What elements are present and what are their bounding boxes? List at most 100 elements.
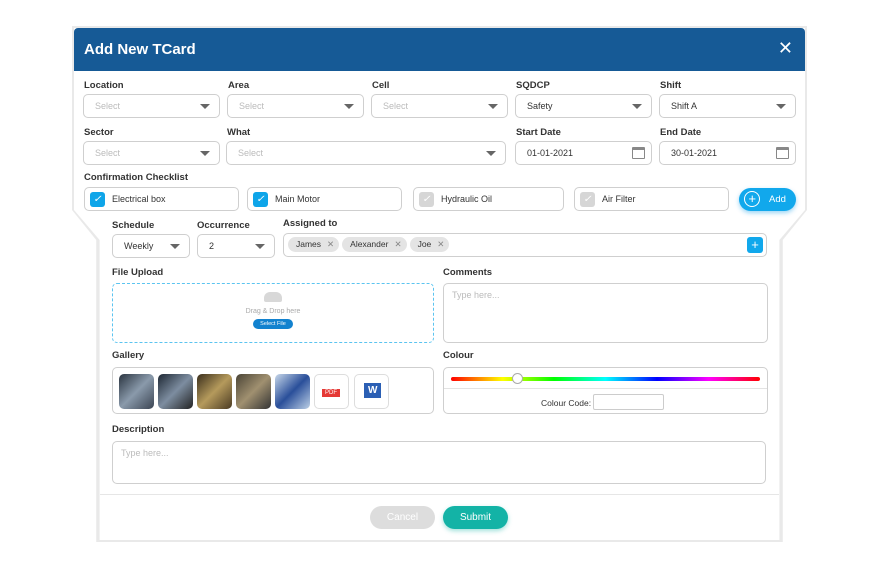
area-label: Area (228, 80, 250, 91)
chevron-down-icon (200, 104, 210, 109)
cell-placeholder: Select (383, 101, 409, 111)
sqdcp-label: SQDCP (516, 80, 550, 91)
gallery-image[interactable] (236, 374, 271, 409)
area-placeholder: Select (239, 101, 265, 111)
shift-value: Shift A (671, 101, 698, 111)
add-label: Add (769, 194, 786, 205)
assignee-name: Alexander (350, 239, 389, 249)
schedule-value: Weekly (124, 241, 154, 251)
assigned-label: Assigned to (283, 218, 338, 229)
colour-label: Colour (443, 350, 474, 361)
location-select[interactable]: Select (83, 94, 220, 118)
sector-select[interactable]: Select (83, 141, 220, 165)
start-date-value: 01-01-2021 (527, 148, 574, 158)
checklist-item[interactable]: ✓ Hydraulic Oil (413, 187, 564, 211)
checklist-label: Confirmation Checklist (84, 172, 188, 183)
gallery-image[interactable] (197, 374, 232, 409)
cloud-upload-icon (264, 292, 282, 302)
area-select[interactable]: Select (227, 94, 364, 118)
gallery-image[interactable] (158, 374, 193, 409)
chevron-down-icon (255, 244, 265, 249)
file-dropzone[interactable]: Drag & Drop here Select File (112, 283, 434, 343)
chevron-down-icon (170, 244, 180, 249)
add-assignee-icon[interactable]: + (747, 237, 763, 253)
colour-slider[interactable] (451, 377, 760, 381)
colour-code-label: Colour Code: (541, 398, 592, 408)
comments-label: Comments (443, 267, 493, 278)
dropzone-hint: Drag & Drop here (245, 308, 301, 315)
occurrence-value: 2 (209, 241, 215, 251)
what-select[interactable]: Select (226, 141, 506, 165)
checklist-item[interactable]: ✓ Air Filter (574, 187, 729, 211)
description-label: Description (112, 424, 165, 435)
gallery-label: Gallery (112, 350, 145, 361)
description-placeholder: Type here... (121, 448, 169, 458)
pdf-file-icon[interactable]: PDF (314, 374, 349, 409)
colour-picker: Colour Code: (443, 367, 768, 414)
modal-title: Add New TCard (84, 41, 196, 58)
location-placeholder: Select (95, 101, 121, 111)
divider (444, 388, 767, 389)
checklist-item[interactable]: ✓ Electrical box (84, 187, 239, 211)
assignee-tag: Joe ✕ (409, 237, 450, 252)
calendar-icon[interactable] (776, 147, 789, 159)
checklist-item-label: Air Filter (602, 194, 636, 204)
plus-icon: + (744, 191, 760, 207)
shift-label: Shift (660, 80, 682, 91)
checkbox-unchecked-icon[interactable]: ✓ (419, 192, 434, 207)
checklist-item[interactable]: ✓ Main Motor (247, 187, 402, 211)
cell-select[interactable]: Select (371, 94, 508, 118)
add-checklist-button[interactable]: + Add (739, 188, 796, 211)
cell-label: Cell (372, 80, 390, 91)
remove-icon[interactable]: ✕ (437, 239, 445, 249)
gallery-image[interactable] (119, 374, 154, 409)
chevron-down-icon (776, 104, 786, 109)
file-upload-label: File Upload (112, 267, 164, 278)
footer-divider (100, 494, 779, 495)
word-label: W (364, 383, 382, 398)
assignee-tag: Alexander ✕ (342, 237, 407, 252)
checklist-item-label: Electrical box (112, 194, 166, 204)
chevron-down-icon (344, 104, 354, 109)
close-icon[interactable]: ✕ (777, 38, 793, 58)
sqdcp-value: Safety (527, 101, 553, 111)
gallery: PDF W (112, 367, 434, 414)
submit-button[interactable]: Submit (443, 506, 508, 529)
chevron-down-icon (632, 104, 642, 109)
word-file-icon[interactable]: W (354, 374, 389, 409)
comments-textarea[interactable]: Type here... (443, 283, 768, 343)
comments-placeholder: Type here... (452, 290, 500, 300)
schedule-select[interactable]: Weekly (112, 234, 190, 258)
calendar-icon[interactable] (632, 147, 645, 159)
occurrence-label: Occurrence (197, 220, 250, 231)
end-date-label: End Date (660, 127, 702, 138)
colour-slider-handle[interactable] (512, 373, 523, 384)
end-date-input[interactable]: 30-01-2021 (659, 141, 796, 165)
what-placeholder: Select (238, 148, 264, 158)
assigned-input[interactable]: James ✕ Alexander ✕ Joe ✕ + (283, 233, 767, 257)
remove-icon[interactable]: ✕ (327, 239, 335, 249)
assignee-name: James (296, 239, 322, 249)
description-textarea[interactable]: Type here... (112, 441, 766, 484)
end-date-value: 30-01-2021 (671, 148, 718, 158)
checkbox-unchecked-icon[interactable]: ✓ (580, 192, 595, 207)
assignee-tag: James ✕ (288, 237, 340, 252)
modal-header: Add New TCard ✕ (74, 28, 805, 71)
gallery-image[interactable] (275, 374, 310, 409)
occurrence-select[interactable]: 2 (197, 234, 275, 258)
sector-label: Sector (84, 127, 114, 138)
checklist-item-label: Hydraulic Oil (441, 194, 493, 204)
chevron-down-icon (200, 151, 210, 156)
select-file-button[interactable]: Select File (253, 319, 293, 329)
checkbox-checked-icon[interactable]: ✓ (253, 192, 268, 207)
pdf-label: PDF (322, 389, 340, 397)
remove-icon[interactable]: ✕ (394, 239, 402, 249)
start-date-label: Start Date (516, 127, 561, 138)
cancel-button[interactable]: Cancel (370, 506, 435, 529)
colour-code-input[interactable] (593, 394, 664, 410)
chevron-down-icon (488, 104, 498, 109)
sqdcp-select[interactable]: Safety (515, 94, 652, 118)
checkbox-checked-icon[interactable]: ✓ (90, 192, 105, 207)
shift-select[interactable]: Shift A (659, 94, 796, 118)
start-date-input[interactable]: 01-01-2021 (515, 141, 652, 165)
